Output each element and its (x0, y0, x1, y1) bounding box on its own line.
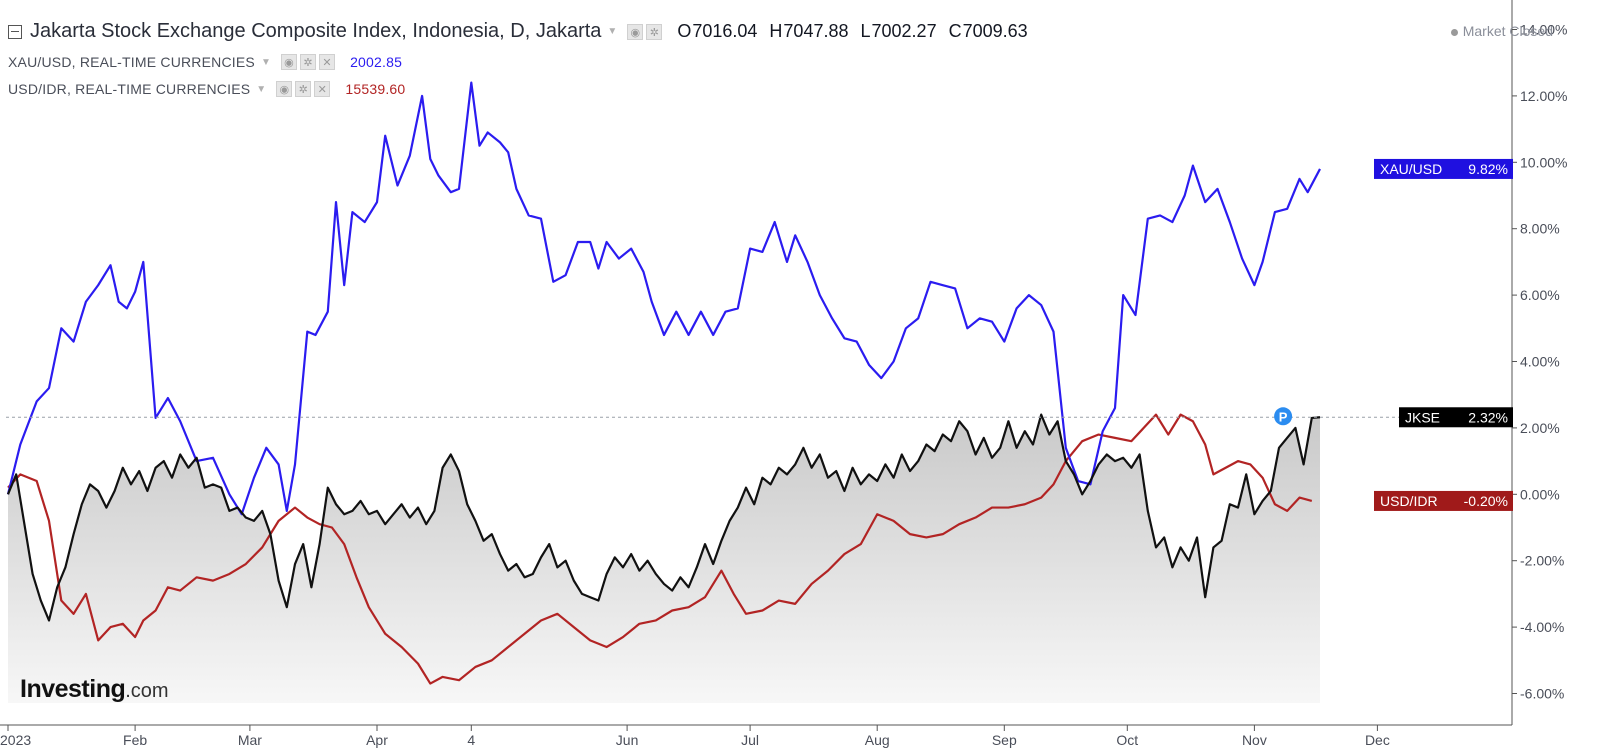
y-tick-label: 8.00% (1520, 221, 1560, 237)
legend-row-usdidr[interactable]: USD/IDR, REAL-TIME CURRENCIES ▼ ◉ ✲ ✕ 15… (8, 81, 405, 97)
ohlc-open-label: O (677, 21, 692, 41)
y-tick-label: 14.00% (1520, 22, 1567, 38)
collapse-toggle[interactable] (8, 24, 22, 39)
eye-icon[interactable]: ◉ (276, 81, 293, 97)
series-tag-name: USD/IDR (1380, 493, 1438, 509)
close-icon[interactable]: ✕ (319, 54, 336, 70)
y-tick-label: -6.00% (1520, 686, 1564, 702)
market-status: Market Closed (1450, 23, 1553, 39)
chart-title-row: Jakarta Stock Exchange Composite Index, … (8, 20, 1028, 43)
ohlc-low: L 7002.27 (849, 21, 937, 42)
close-icon[interactable]: ✕ (314, 81, 331, 97)
gear-icon[interactable]: ✲ (295, 81, 312, 97)
legend-xauusd-name: XAU/USD, REAL-TIME CURRENCIES (8, 54, 255, 70)
x-tick-label: Jul (741, 732, 759, 748)
status-dot-icon (1450, 28, 1458, 36)
series-tag-value: 9.82% (1468, 161, 1508, 177)
series-tag-bg (1374, 158, 1513, 179)
x-tick-label: Oct (1116, 732, 1138, 748)
eye-icon[interactable]: ◉ (281, 54, 298, 70)
series-tag-usdidr: USD/IDR -0.20% (1374, 490, 1513, 511)
x-tick-label: Aug (865, 732, 890, 748)
x-tick-label: 2023 (0, 732, 31, 748)
series-tag-name: JKSE (1405, 409, 1440, 425)
market-status-text: Market Closed (1462, 23, 1553, 39)
legend-usdidr-name: USD/IDR, REAL-TIME CURRENCIES (8, 81, 251, 97)
ohlc-close: C 7009.63 (937, 21, 1028, 42)
ohlc-open-value: 7016.04 (692, 21, 758, 41)
y-tick-label: 10.00% (1520, 154, 1567, 170)
y-tick-label: 0.00% (1520, 486, 1560, 502)
y-tick-label: 2.00% (1520, 420, 1560, 436)
ohlc-low-label: L (860, 21, 871, 41)
ohlc-high-value: 7047.88 (783, 21, 849, 41)
jkse-area-fill (8, 414, 1320, 703)
x-tick-label: Apr (366, 732, 388, 748)
logo-light: .com (125, 680, 169, 702)
series-tag-bg (1399, 407, 1513, 428)
chart-title: Jakarta Stock Exchange Composite Index, … (30, 20, 602, 42)
series-tag-name: XAU/USD (1380, 161, 1442, 177)
legend-row-xauusd[interactable]: XAU/USD, REAL-TIME CURRENCIES ▼ ◉ ✲ ✕ 20… (8, 54, 402, 70)
y-tick-label: -4.00% (1520, 619, 1564, 635)
series-tag-value: -0.20% (1464, 493, 1508, 509)
x-tick-label: Dec (1365, 732, 1390, 748)
p-marker-label: P (1279, 409, 1288, 424)
ohlc-low-value: 7002.27 (871, 21, 937, 41)
series-line-jkse[interactable] (6, 413, 1321, 622)
gear-icon[interactable]: ✲ (300, 54, 317, 70)
x-tick-label: Jun (616, 732, 639, 748)
x-tick-label: Feb (123, 732, 147, 748)
ohlc-high: H 7047.88 (757, 21, 848, 42)
logo-bold: Investing (20, 675, 126, 703)
y-tick-label: 6.00% (1520, 287, 1560, 303)
x-tick-label: Mar (238, 732, 262, 748)
investing-logo: Investing.com (20, 675, 169, 704)
legend-usdidr-caret-icon[interactable]: ▼ (256, 83, 267, 95)
x-tick-label: Nov (1242, 732, 1267, 748)
legend-xauusd-caret-icon[interactable]: ▼ (260, 56, 272, 68)
y-tick-label: 12.00% (1520, 88, 1567, 104)
ohlc-high-label: H (769, 21, 783, 41)
gear-icon[interactable]: ✲ (646, 23, 663, 40)
legend-usdidr-value: 15539.60 (345, 81, 406, 97)
y-tick-label: -2.00% (1520, 553, 1564, 569)
series-tag-value: 2.32% (1468, 409, 1508, 425)
series-tag-jkse: JKSE 2.32% (1399, 407, 1513, 428)
p-marker-icon[interactable] (1274, 407, 1293, 426)
legend-xauusd-value: 2002.85 (350, 54, 403, 70)
y-tick-label: 4.00% (1520, 354, 1560, 370)
series-tag-bg (1374, 490, 1513, 511)
ohlc-open: O 7016.04 (665, 21, 757, 42)
x-tick-label: Sep (992, 732, 1017, 748)
eye-icon[interactable]: ◉ (627, 23, 644, 40)
series-line-usdidr[interactable] (7, 413, 1313, 685)
series-tag-xauusd: XAU/USD 9.82% (1374, 158, 1513, 179)
ohlc-close-label: C (948, 21, 962, 41)
series-line-xauusd[interactable] (6, 81, 1321, 516)
ohlc-close-value: 7009.63 (962, 21, 1028, 41)
title-dropdown-caret-icon[interactable]: ▼ (607, 26, 618, 37)
x-tick-label: 4 (467, 732, 475, 748)
